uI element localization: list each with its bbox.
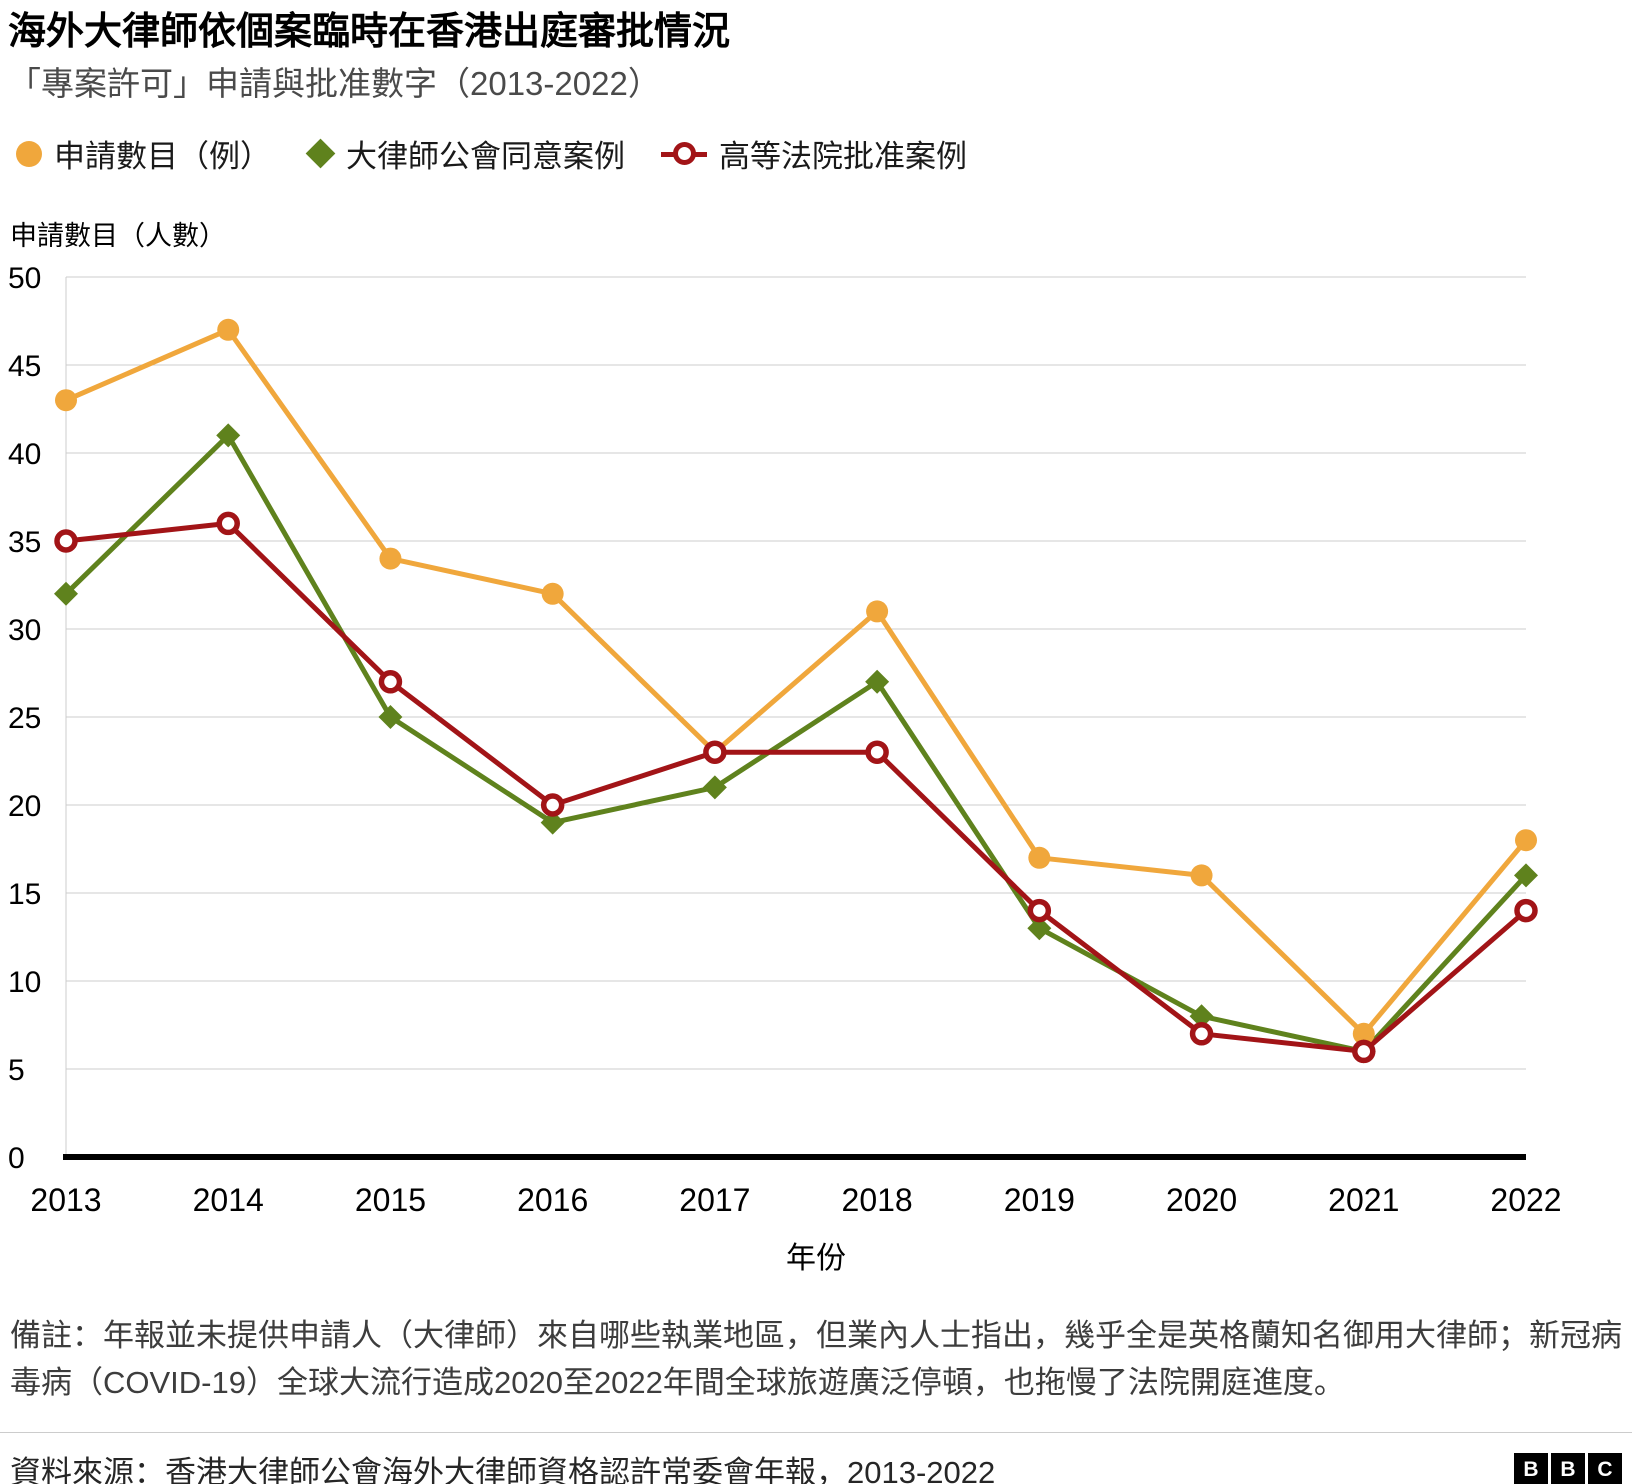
svg-text:40: 40 (8, 438, 41, 471)
svg-text:2018: 2018 (842, 1182, 913, 1218)
applications-marker-icon (16, 140, 42, 167)
svg-text:2013: 2013 (30, 1182, 101, 1218)
legend-label: 申請數目（例） (54, 139, 271, 175)
footnote: 備註：年報並未提供申請人（大律師）來自哪些執業地區，但業內人士指出，幾乎全是英格… (10, 1318, 1622, 1400)
page-subtitle: 「專案許可」申請與批准數字（2013-2022） (8, 64, 661, 102)
svg-text:2014: 2014 (193, 1182, 264, 1218)
page-title: 海外大律師依個案臨時在香港出庭審批情況 (8, 11, 731, 53)
svg-text:25: 25 (8, 702, 41, 735)
legend-label: 大律師公會同意案例 (346, 139, 625, 175)
svg-text:2022: 2022 (1490, 1182, 1561, 1218)
svg-text:10: 10 (8, 966, 41, 999)
svg-text:20: 20 (8, 790, 41, 823)
series-1-markers (54, 423, 1538, 1064)
svg-text:2016: 2016 (517, 1182, 588, 1218)
series-2-line (63, 521, 1529, 1055)
svg-text:2015: 2015 (355, 1182, 426, 1218)
y-axis-title: 申請數目（人數） (10, 221, 226, 252)
y-tick-labels: 0 5 10 15 20 25 30 35 40 45 50 (8, 262, 41, 1175)
svg-text:2019: 2019 (1004, 1182, 1075, 1218)
legend-item-bar-agreed: 大律師公會同意案例 (305, 131, 625, 176)
source-text: 資料來源：香港大律師公會海外大律師資格認許常委會年報，2013-2022 (10, 1455, 996, 1484)
divider (0, 1432, 1632, 1434)
header: 海外大律師依個案臨時在香港出庭審批情況 「專案許可」申請與批准數字（2013-2… (0, 0, 1632, 176)
svg-text:2020: 2020 (1166, 1182, 1237, 1218)
gridlines (65, 276, 1526, 1158)
svg-text:0: 0 (8, 1142, 25, 1175)
svg-text:15: 15 (8, 878, 41, 911)
svg-text:2017: 2017 (679, 1182, 750, 1218)
series-1-line (63, 433, 1529, 1055)
bar-agreed-marker-icon (305, 138, 336, 169)
bbc-logo-block: C (1588, 1452, 1622, 1484)
series-2-markers (54, 511, 1538, 1064)
svg-text:35: 35 (8, 526, 41, 559)
svg-text:30: 30 (8, 614, 41, 647)
svg-text:50: 50 (8, 262, 41, 295)
line-chart: 0 5 10 15 20 25 30 35 40 45 50 2013 2014 2015 2016 2017… (8, 262, 1562, 1218)
svg-text:2021: 2021 (1328, 1182, 1399, 1218)
source-row: 資料來源：香港大律師公會海外大律師資格認許常委會年報，2013-2022 B B… (0, 1433, 1632, 1484)
bbc-logo: B B C (1514, 1452, 1622, 1484)
series-0-markers (55, 318, 1537, 1045)
legend-item-applications: 申請數目（例） (16, 131, 271, 176)
svg-text:5: 5 (8, 1054, 25, 1087)
legend-label: 高等法院批准案例 (719, 139, 967, 175)
x-tick-labels: 2013 2014 2015 2016 2017 2018 2019 2020 2021 2022 (30, 1182, 1561, 1218)
bbc-logo-block: B (1514, 1452, 1548, 1484)
bbc-logo-block: B (1551, 1452, 1585, 1484)
series-0-line (63, 327, 1529, 1037)
svg-text:45: 45 (8, 350, 41, 383)
court-approved-marker-icon (661, 141, 707, 167)
x-axis-title: 年份 (786, 1242, 846, 1276)
legend-item-court-approved: 高等法院批准案例 (661, 131, 967, 176)
legend: 申請數目（例） 大律師公會同意案例 高等法院批准案例 (16, 131, 1620, 176)
